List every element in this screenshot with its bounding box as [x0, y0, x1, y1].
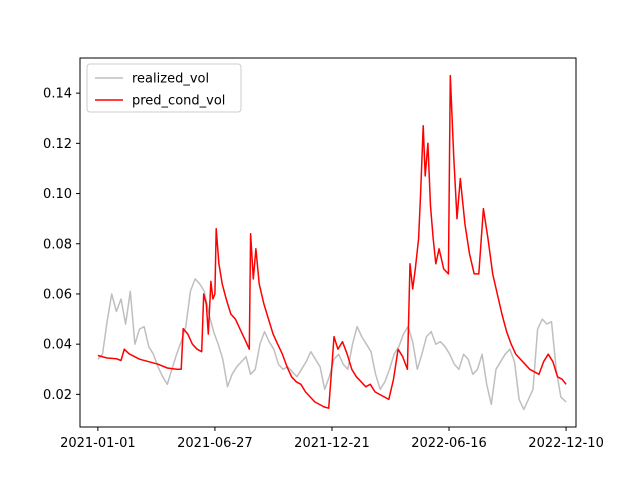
x-tick-label: 2022-12-10	[528, 436, 604, 451]
y-tick-label: 0.04	[43, 338, 72, 353]
x-tick-label: 2022-06-16	[411, 436, 487, 451]
y-tick-label: 0.02	[43, 388, 72, 403]
x-tick-label: 2021-01-01	[60, 436, 136, 451]
x-axis: 2021-01-01 2021-06-27 2021-12-21 2022-06-16…	[60, 427, 604, 451]
y-tick-label: 0.08	[43, 237, 72, 252]
legend: realized_vol pred_cond_vol	[86, 63, 242, 113]
y-tick-label: 0.10	[43, 187, 72, 202]
legend-box	[86, 63, 242, 113]
y-tick-label: 0.06	[43, 287, 72, 302]
legend-label-realized-vol: realized_vol	[132, 72, 209, 87]
plot-frame	[79, 57, 577, 428]
x-tick-label: 2021-12-21	[294, 436, 370, 451]
y-tick-label: 0.12	[43, 137, 72, 152]
y-tick-label: 0.14	[43, 87, 72, 102]
x-tick-label: 2021-06-27	[177, 436, 253, 451]
series-line-realized-vol	[97, 278, 567, 411]
series-line-pred-cond-vol	[97, 74, 567, 409]
legend-label-pred-cond-vol: pred_cond_vol	[132, 94, 225, 109]
series-layer	[97, 74, 567, 411]
y-axis: 0.02 0.04 0.06 0.08 0.10 0.12 0.14	[43, 87, 80, 403]
